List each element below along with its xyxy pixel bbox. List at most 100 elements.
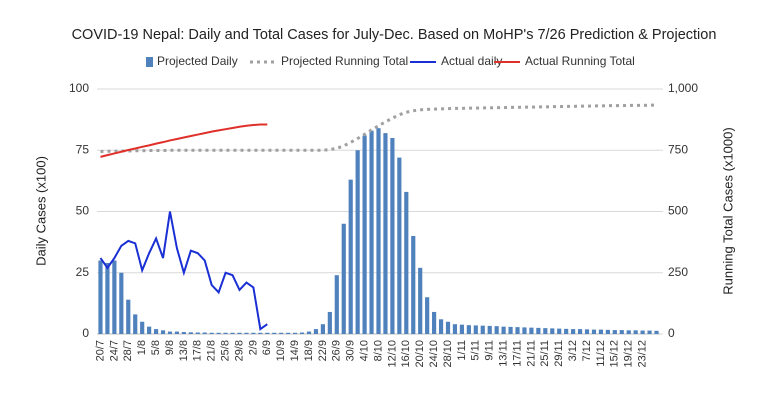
bar xyxy=(362,135,367,334)
x-tick-label: 17/8 xyxy=(192,340,204,361)
bar xyxy=(564,328,569,334)
bar xyxy=(258,332,263,334)
bar xyxy=(355,150,360,334)
bar xyxy=(174,331,180,334)
x-tick-label: 3/12 xyxy=(567,340,579,361)
bar xyxy=(112,260,117,334)
x-tick-label: 17/11 xyxy=(511,340,523,367)
bar xyxy=(612,330,617,334)
bar xyxy=(626,330,631,334)
x-tick-label: 5/11 xyxy=(470,340,482,361)
bar xyxy=(654,330,659,334)
bar xyxy=(536,327,541,334)
x-tick-label: 15/12 xyxy=(609,340,621,368)
legend-label: Actual daily xyxy=(441,54,502,68)
x-tick-label: 25/8 xyxy=(219,340,231,361)
bar xyxy=(293,332,298,334)
x-tick-label: 28/10 xyxy=(442,340,454,368)
x-tick-label: 13/11 xyxy=(498,340,510,367)
x-tick-label: 24/7 xyxy=(108,340,120,361)
x-tick-label: 28/7 xyxy=(122,340,134,361)
legend-label: Projected Running Total xyxy=(281,54,408,68)
bar xyxy=(543,328,548,334)
bar xyxy=(237,332,242,334)
x-tick-label: 23/12 xyxy=(637,340,649,368)
line xyxy=(100,103,657,153)
x-tick-label: 11/12 xyxy=(595,340,607,367)
bar xyxy=(306,331,312,334)
y-tick-label: 0 xyxy=(82,326,89,340)
bar xyxy=(584,329,590,334)
bar xyxy=(452,324,458,334)
x-tick-label: 19/12 xyxy=(623,340,635,368)
x-tick-label: 7/12 xyxy=(581,340,593,361)
y2-axis-title: Running Total Cases (x1000) xyxy=(720,127,735,294)
bar xyxy=(432,311,437,334)
bar xyxy=(341,223,346,334)
x-tick-label: 1/11 xyxy=(456,340,468,361)
x-tick-label: 20/7 xyxy=(94,340,106,361)
bar xyxy=(404,191,409,334)
bar xyxy=(265,332,270,334)
bar xyxy=(550,328,555,334)
bar xyxy=(459,324,464,334)
bar xyxy=(418,267,423,334)
bar xyxy=(501,326,506,334)
y2-tick-label: 750 xyxy=(668,142,688,156)
bar xyxy=(133,314,138,334)
bar xyxy=(445,321,451,334)
bar xyxy=(487,325,492,334)
bar xyxy=(411,236,416,334)
bar xyxy=(195,332,200,334)
x-tick-label: 9/8 xyxy=(164,340,176,355)
bar xyxy=(105,262,110,334)
line xyxy=(100,123,268,158)
bar xyxy=(425,297,430,334)
x-tick-label: 30/9 xyxy=(345,340,357,361)
bar xyxy=(397,157,402,334)
bar xyxy=(272,332,277,334)
x-tick-label: 16/10 xyxy=(400,340,412,368)
bar xyxy=(640,330,645,334)
bar xyxy=(286,332,291,334)
y-tick-label: 75 xyxy=(76,142,90,156)
bar xyxy=(390,138,395,334)
bar xyxy=(480,325,485,334)
x-tick-label: 10/9 xyxy=(275,340,287,361)
bar xyxy=(557,328,562,334)
bar xyxy=(591,329,597,334)
x-tick-label: 12/10 xyxy=(386,340,398,368)
x-tick-label: 21/11 xyxy=(525,340,537,367)
bar xyxy=(167,331,173,334)
x-tick-label: 14/9 xyxy=(289,340,301,361)
legend-marker xyxy=(146,57,153,67)
bar xyxy=(126,299,131,334)
bar xyxy=(209,332,214,334)
bar xyxy=(647,330,652,334)
y-tick-label: 25 xyxy=(76,265,90,279)
bar xyxy=(473,325,478,334)
x-tick-label: 9/11 xyxy=(484,340,496,361)
legend-label: Actual Running Total xyxy=(525,54,635,68)
bar xyxy=(181,332,186,334)
y-tick-label: 100 xyxy=(69,81,89,95)
x-tick-label: 6/9 xyxy=(261,340,273,355)
bar xyxy=(438,319,444,334)
bar xyxy=(119,272,124,334)
bar xyxy=(633,330,638,334)
bar xyxy=(279,332,284,334)
bar xyxy=(313,329,319,334)
bar xyxy=(571,329,576,334)
x-tick-label: 1/8 xyxy=(136,340,148,355)
bar xyxy=(508,326,513,334)
x-tick-label: 29/11 xyxy=(553,340,565,367)
bar xyxy=(140,321,145,334)
bar xyxy=(522,327,527,334)
bar xyxy=(188,332,193,334)
x-tick-label: 20/10 xyxy=(414,340,426,368)
x-tick-label: 21/8 xyxy=(206,340,218,361)
bar xyxy=(334,275,339,334)
bar xyxy=(376,128,381,334)
y2-tick-label: 0 xyxy=(668,326,675,340)
bar xyxy=(147,326,152,334)
